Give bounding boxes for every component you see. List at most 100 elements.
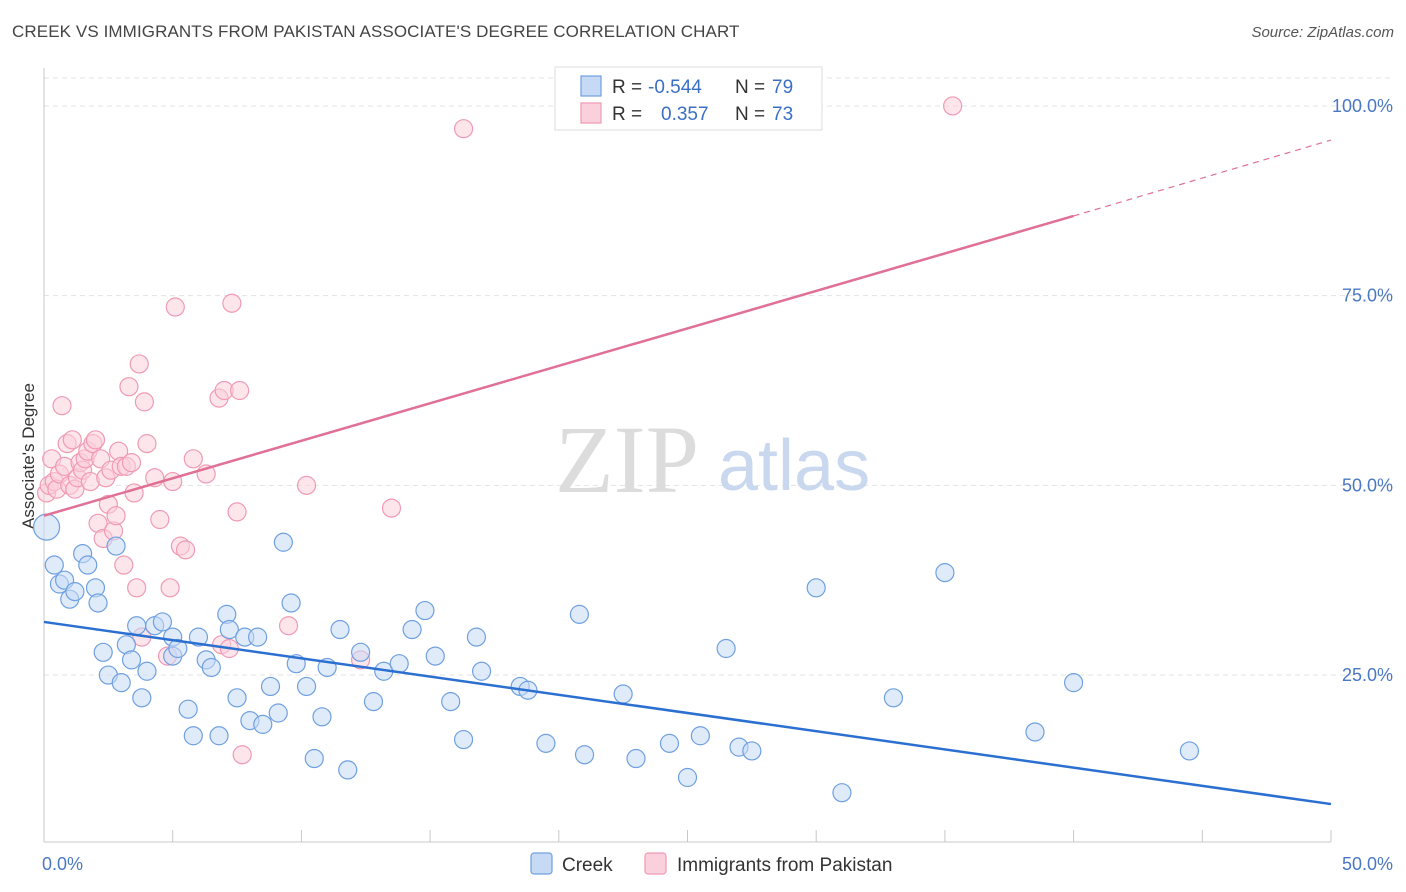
creek-point-18 <box>137 661 157 681</box>
pakistan-point-48 <box>183 449 203 469</box>
creek-point-16 <box>127 616 147 636</box>
pakistan-point-43 <box>160 578 180 598</box>
watermark-atlas: atlas <box>718 426 870 506</box>
x-tick-label-max: 50.0% <box>1342 854 1393 874</box>
creek-point-49 <box>363 692 384 712</box>
creek-point-48 <box>351 642 371 662</box>
creek-point-67 <box>677 767 698 788</box>
pakistan-point-27 <box>106 506 126 526</box>
creek-point-36 <box>253 714 273 734</box>
trend-line-creek <box>43 620 1332 806</box>
creek-point-17 <box>132 688 152 708</box>
creek-point-0 <box>32 513 61 541</box>
chart-source: Source: ZipAtlas.com <box>1251 24 1394 41</box>
creek-point-12 <box>106 536 126 556</box>
gridlines <box>44 77 1393 676</box>
creek-point-61 <box>536 733 556 753</box>
creek-point-9 <box>88 593 108 613</box>
y-axis-tick-labels: 25.0% 50.0% 75.0% 100.0% <box>1332 96 1393 685</box>
creek-point-76 <box>1025 722 1045 742</box>
pakistan-point-38 <box>134 392 154 412</box>
creek-point-5 <box>65 581 85 602</box>
x-tick-label-min: 0.0% <box>42 854 83 874</box>
trend-lines <box>43 139 1332 806</box>
trend-line-pakistan <box>43 214 1074 517</box>
creek-point-15 <box>121 650 142 670</box>
pakistan-point-62 <box>453 119 474 139</box>
creek-point-64 <box>613 684 633 704</box>
creek-point-24 <box>178 699 198 719</box>
creek-point-51 <box>389 654 409 674</box>
pakistan-point-19 <box>85 430 106 450</box>
creek-point-44 <box>312 707 332 727</box>
creek-point-58 <box>471 661 492 681</box>
top-legend: R = -0.544 N = 79 R = 0.357 N = 73 <box>554 66 823 131</box>
creek-point-65 <box>626 748 646 769</box>
legend-pakistan-n-value: 73 <box>772 104 793 125</box>
series-creek-points <box>32 513 1200 803</box>
creek-point-25 <box>183 726 203 746</box>
creek-point-23 <box>168 638 188 659</box>
creek-point-26 <box>188 627 209 647</box>
pakistan-point-10 <box>62 430 82 450</box>
y-axis-label: Associate's Degree <box>19 383 38 529</box>
pakistan-point-41 <box>150 509 170 530</box>
pakistan-point-36 <box>129 354 149 374</box>
creek-point-74 <box>883 688 904 708</box>
creek-point-39 <box>273 532 293 552</box>
creek-point-54 <box>425 646 445 666</box>
creek-point-42 <box>296 676 317 697</box>
creek-point-38 <box>268 703 288 723</box>
bottom-legend-label-pakistan: Immigrants from Pakistan <box>677 855 892 876</box>
creek-point-43 <box>304 748 324 769</box>
creek-point-71 <box>742 741 762 761</box>
creek-point-66 <box>659 733 680 753</box>
creek-point-57 <box>466 627 487 647</box>
legend-swatch-creek <box>580 75 602 97</box>
bottom-legend-swatch-pakistan <box>644 852 667 875</box>
pakistan-point-55 <box>227 502 247 522</box>
creek-point-1 <box>44 555 64 575</box>
y-tick-label-75: 75.0% <box>1342 286 1393 306</box>
pakistan-point-33 <box>121 452 142 473</box>
creek-point-31 <box>219 619 239 640</box>
creek-point-40 <box>281 593 301 613</box>
trend-line-pakistan-extension <box>1073 139 1332 217</box>
legend-pakistan-r-label: R = <box>612 104 642 125</box>
pakistan-point-35 <box>127 578 147 598</box>
creek-point-56 <box>453 729 474 750</box>
creek-point-77 <box>1063 673 1084 693</box>
creek-point-20 <box>152 612 173 632</box>
pakistan-point-39 <box>137 434 157 454</box>
legend-creek-r-label: R = <box>612 77 642 98</box>
bottom-legend: Creek Immigrants from Pakistan <box>530 852 892 876</box>
creek-point-55 <box>441 692 461 712</box>
creek-point-32 <box>227 688 247 708</box>
creek-point-29 <box>209 726 229 746</box>
x-axis-ticks <box>43 830 1332 842</box>
creek-point-7 <box>78 555 98 575</box>
legend-pakistan-n-label: N = <box>735 104 765 125</box>
creek-point-53 <box>415 600 435 621</box>
legend-creek-n-value: 79 <box>772 77 793 98</box>
pakistan-point-47 <box>175 540 196 560</box>
pakistan-point-63 <box>943 96 963 116</box>
legend-pakistan-r-value: 0.357 <box>661 104 709 125</box>
legend-creek-n-label: N = <box>735 77 765 98</box>
pakistan-point-61 <box>381 498 402 518</box>
creek-point-35 <box>248 627 268 647</box>
pakistan-point-45 <box>165 297 185 317</box>
pakistan-point-6 <box>52 396 72 416</box>
y-tick-label-50: 50.0% <box>1342 475 1393 495</box>
creek-point-13 <box>111 673 131 693</box>
watermark-zip: ZIP <box>555 406 699 513</box>
pakistan-point-30 <box>114 555 134 575</box>
pakistan-point-58 <box>278 616 299 636</box>
creek-point-46 <box>330 619 350 640</box>
creek-point-52 <box>402 619 422 640</box>
creek-point-47 <box>338 760 358 780</box>
creek-point-63 <box>574 745 595 765</box>
legend-creek-r-value: -0.544 <box>648 77 702 98</box>
creek-point-69 <box>716 638 736 659</box>
